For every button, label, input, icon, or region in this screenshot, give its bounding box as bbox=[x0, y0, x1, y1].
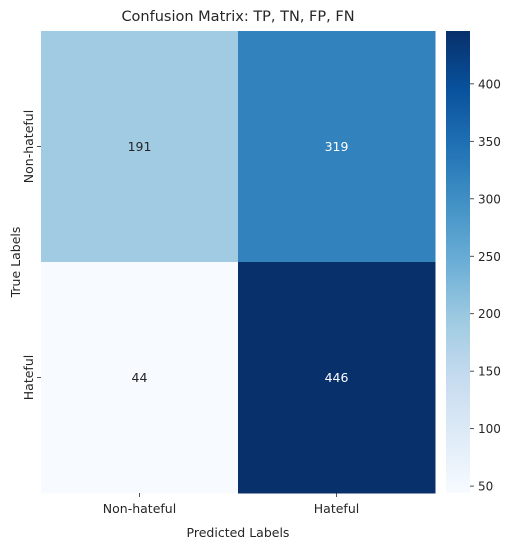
heatmap-cells: 191 319 44 446 bbox=[41, 31, 436, 494]
cell-value-label: 446 bbox=[325, 370, 349, 385]
colorbar-tick-label: 100 bbox=[478, 422, 501, 436]
y-axis-label: True Labels bbox=[8, 227, 23, 299]
heatmap-cell bbox=[41, 262, 239, 494]
heatmap-cell bbox=[238, 31, 436, 263]
y-tick-label: Hateful bbox=[21, 355, 36, 400]
colorbar-ticks: 50 100 150 200 250 300 350 400 bbox=[470, 77, 501, 494]
x-axis-label: Predicted Labels bbox=[187, 525, 290, 540]
colorbar-tick-label: 250 bbox=[478, 250, 501, 264]
x-tick-label: Hateful bbox=[314, 501, 359, 516]
heatmap-cell bbox=[238, 262, 436, 494]
chart-title: Confusion Matrix: TP, TN, FP, FN bbox=[121, 9, 354, 25]
y-tick-label: Non-hateful bbox=[21, 110, 36, 183]
colorbar-tick-label: 350 bbox=[478, 135, 501, 149]
x-axis-ticks: Non-hateful Hateful bbox=[103, 493, 359, 516]
x-tick-label: Non-hateful bbox=[103, 501, 176, 516]
colorbar-tick-label: 300 bbox=[478, 192, 501, 206]
colorbar-tick-label: 50 bbox=[478, 480, 493, 494]
colorbar-tick-label: 200 bbox=[478, 307, 501, 321]
cell-value-label: 319 bbox=[325, 139, 349, 154]
colorbar bbox=[446, 31, 470, 493]
colorbar-tick-label: 150 bbox=[478, 365, 501, 379]
y-axis-ticks: Non-hateful Hateful bbox=[21, 110, 41, 400]
heatmap-cell bbox=[41, 31, 239, 263]
cell-value-label: 44 bbox=[132, 370, 148, 385]
colorbar-tick-label: 400 bbox=[478, 77, 501, 91]
cell-value-label: 191 bbox=[128, 139, 152, 154]
